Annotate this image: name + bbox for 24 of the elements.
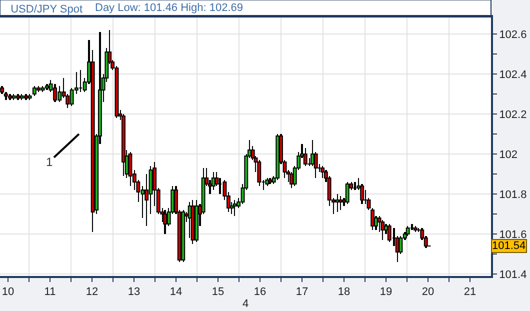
x-tick-label: 21	[464, 286, 476, 298]
x-tick-label: 13	[128, 286, 140, 298]
x-tick-label: 14	[170, 286, 182, 298]
y-tick-label: 102	[499, 148, 518, 161]
x-tick-label: 11	[44, 286, 56, 298]
x-tick-label: 20	[422, 286, 434, 298]
x-tick-label: 19	[380, 286, 392, 298]
chart-title: USD/JPY Spot	[10, 3, 83, 16]
y-tick-label: 102.4	[499, 68, 527, 81]
x-tick-label: 18	[338, 286, 350, 298]
text: 101.54	[492, 240, 526, 252]
x-axis-title: 4	[242, 298, 249, 310]
y-tick-label: 102.6	[499, 28, 527, 41]
x-tick-label: 10	[2, 286, 14, 298]
y-tick-label: 101.8	[499, 188, 527, 201]
x-tick-label: 16	[254, 286, 266, 298]
chart-subtitle: Day Low: 101.46 High: 102.69	[95, 2, 243, 14]
x-tick-label: 17	[296, 286, 308, 298]
x-tick-label: 12	[86, 286, 98, 298]
y-tick-label: 102.2	[499, 108, 527, 121]
x-tick-label: 15	[212, 286, 224, 298]
y-tick-label: 101.4	[499, 268, 527, 281]
y-tick-label: 101.6	[499, 228, 527, 241]
annotation: 1	[46, 155, 53, 169]
